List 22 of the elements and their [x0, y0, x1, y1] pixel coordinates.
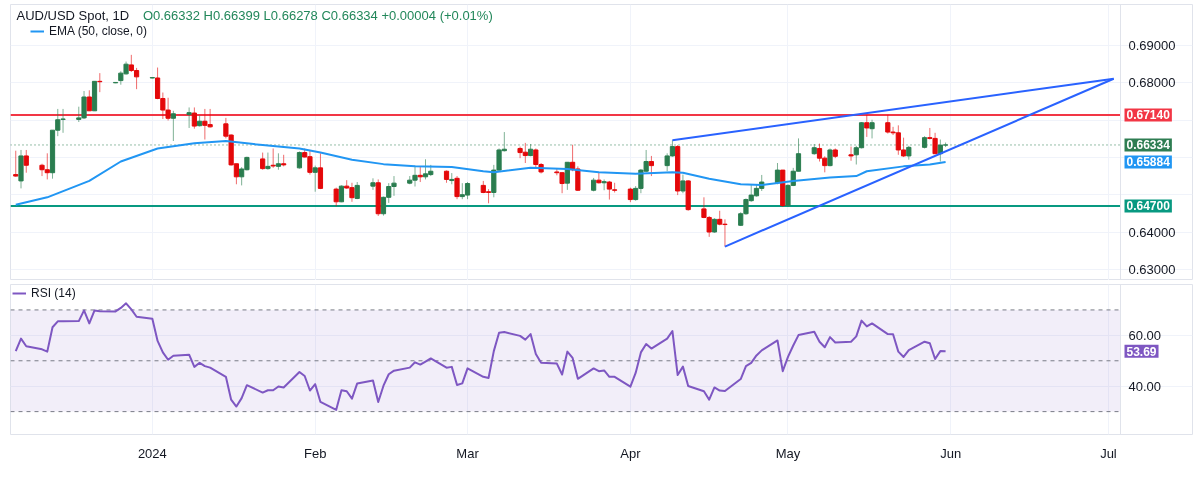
y-tick-label: 60.00: [1128, 327, 1162, 343]
chart-subtitle: O0.66332 H0.66399 L0.66278 C0.66334 +0.00004 (+0.01%): [142, 7, 493, 23]
y-tick-label: 0.63000: [1128, 261, 1176, 277]
x-tick-label: Jul: [1100, 445, 1117, 461]
legend-label: EMA (50, close, 0): [49, 24, 148, 38]
ref-line-label: 0.67140: [1126, 108, 1171, 123]
y-tick-label: 0.64000: [1128, 224, 1176, 240]
y-tick-label: 0.68000: [1128, 75, 1176, 91]
annotation: 53.69: [1126, 344, 1157, 359]
x-tick-label: 2024: [137, 445, 167, 461]
y-tick-label: 40.00: [1128, 378, 1162, 394]
x-tick-label: Mar: [456, 445, 480, 461]
x-tick-label: Apr: [620, 445, 642, 461]
ref-line-label: 0.64700: [1126, 199, 1171, 214]
chart-title: AUD/USD Spot, 1D: [16, 7, 130, 23]
legend-label: RSI (14): [31, 286, 76, 300]
x-tick-label: Jun: [940, 445, 962, 461]
ref-line-label: 0.66334: [1126, 138, 1171, 153]
x-tick-label: Feb: [303, 445, 327, 461]
x-tick-label: May: [775, 445, 801, 461]
annotation: 0.65884: [1126, 155, 1171, 170]
y-tick-label: 0.69000: [1128, 38, 1176, 54]
